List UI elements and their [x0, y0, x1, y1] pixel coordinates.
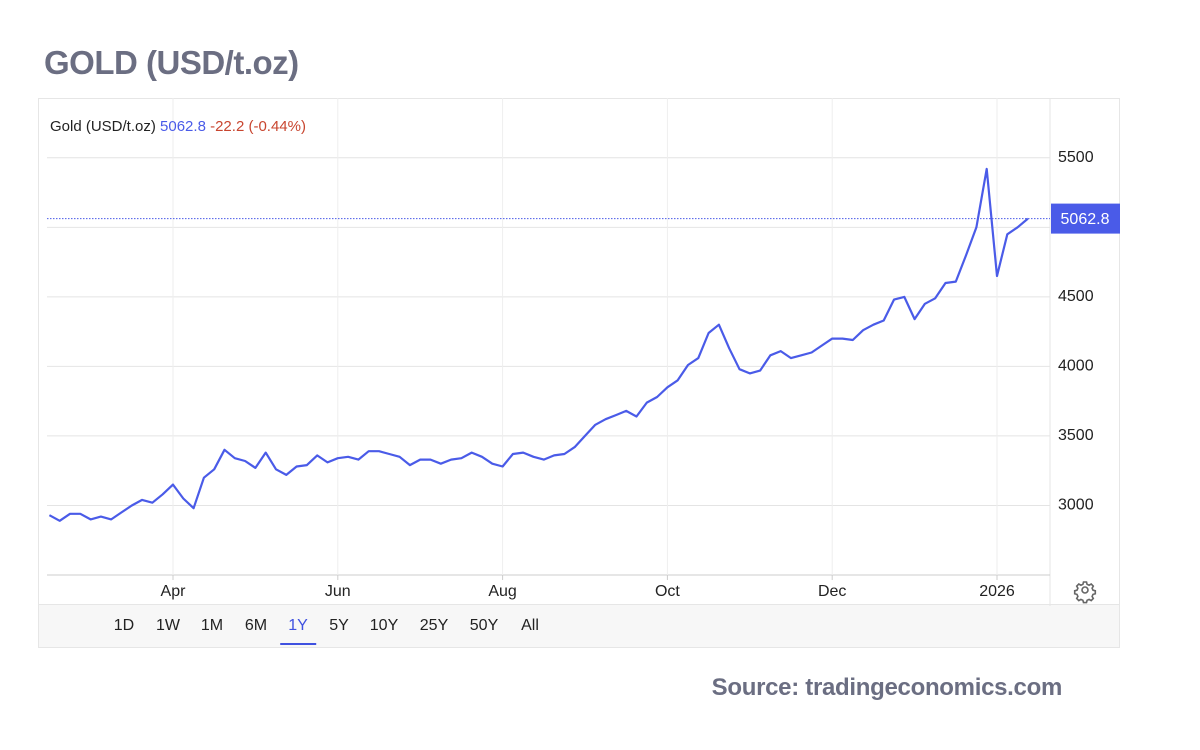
- legend-change: -22.2 (-0.44%): [210, 118, 306, 135]
- range-button[interactable]: 25Y: [419, 617, 449, 634]
- y-tick-label: 5500: [1058, 149, 1094, 166]
- y-tick-label: 4500: [1058, 288, 1094, 305]
- chart-card: 1D 1W 1M 6M 1Y 5Y 10Y 25Y 50Y All: [38, 98, 1120, 648]
- range-button[interactable]: 50Y: [469, 617, 499, 634]
- legend-name: Gold (USD/t.oz): [50, 118, 156, 135]
- settings-icon[interactable]: [1073, 581, 1097, 604]
- page-title: GOLD (USD/t.oz): [44, 44, 299, 81]
- last-value-label: 5062.8: [1061, 211, 1110, 228]
- price-line: [48, 167, 1029, 522]
- legend: Gold (USD/t.oz) 5062.8 -22.2 (-0.44%): [50, 118, 306, 135]
- x-tick-label: 2026: [979, 583, 1015, 600]
- range-button[interactable]: All: [521, 617, 539, 634]
- y-tick-label: 3500: [1058, 427, 1094, 444]
- range-button[interactable]: 1M: [200, 617, 224, 634]
- range-button[interactable]: 1W: [156, 617, 180, 634]
- y-tick-label: 3000: [1058, 497, 1094, 514]
- range-button[interactable]: 1Y: [280, 617, 316, 645]
- range-button[interactable]: 5Y: [329, 617, 349, 634]
- last-value-badge: [1051, 203, 1120, 234]
- x-tick-label: Dec: [818, 583, 846, 600]
- range-button[interactable]: 6M: [244, 617, 268, 634]
- y-tick-label: 4000: [1058, 358, 1094, 375]
- range-button[interactable]: 10Y: [369, 617, 399, 634]
- range-bar: 1D 1W 1M 6M 1Y 5Y 10Y 25Y 50Y All: [39, 604, 1119, 647]
- x-tick-label: Aug: [488, 583, 516, 600]
- range-button[interactable]: 1D: [113, 617, 135, 634]
- x-tick-label: Apr: [161, 583, 187, 600]
- x-tick-label: Oct: [655, 583, 680, 600]
- legend-value: 5062.8: [160, 118, 206, 135]
- x-tick-label: Jun: [325, 583, 351, 600]
- source-note: Source: tradingeconomics.com: [711, 674, 1063, 701]
